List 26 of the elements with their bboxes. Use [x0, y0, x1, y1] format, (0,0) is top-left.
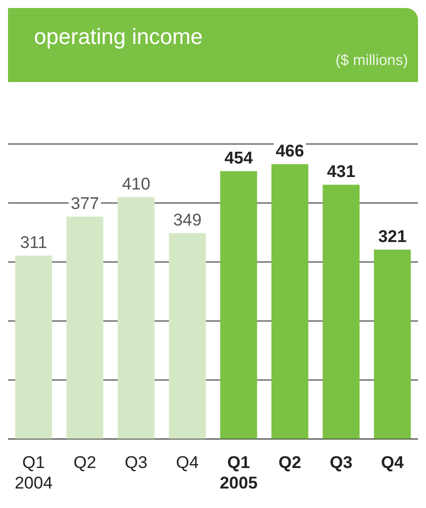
x-tick-label: Q2	[74, 453, 96, 472]
bar	[66, 216, 104, 439]
chart-subtitle: ($ millions)	[335, 52, 408, 69]
x-tick-label: Q3	[330, 453, 352, 472]
bar	[220, 171, 258, 439]
x-tick-label: Q4	[176, 453, 199, 472]
bar	[118, 197, 155, 439]
chart-title: operating income	[34, 24, 203, 50]
bar	[374, 250, 411, 439]
data-label: 349	[173, 210, 202, 230]
x-tick-label: Q2	[278, 453, 302, 472]
bar	[15, 256, 52, 439]
x-tick-label: Q1 2004	[14, 453, 53, 492]
data-label: 431	[326, 162, 356, 181]
data-label: 321	[378, 226, 407, 246]
data-label: 466	[276, 141, 304, 160]
data-label: 311	[20, 232, 48, 252]
data-label: 377	[70, 194, 100, 213]
bar	[271, 164, 308, 439]
x-tick-label: Q1 2005	[220, 453, 258, 492]
data-label: 410	[122, 174, 150, 194]
data-label: 454	[224, 148, 254, 168]
x-tick-label: Q4	[381, 453, 404, 472]
bar	[168, 233, 206, 439]
bar	[322, 184, 360, 439]
x-tick-label: Q3	[124, 453, 148, 472]
